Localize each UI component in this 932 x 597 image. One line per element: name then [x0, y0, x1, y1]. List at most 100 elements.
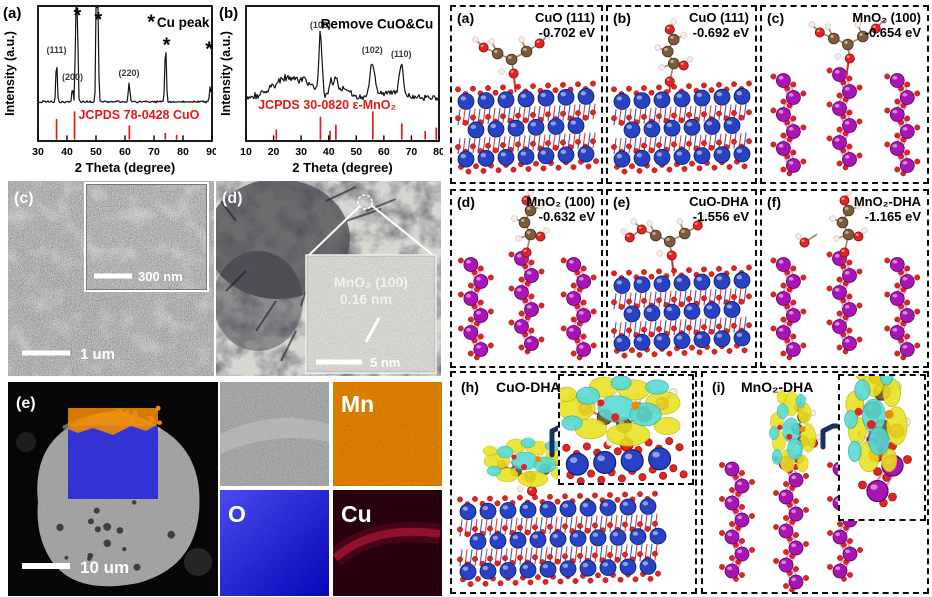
svg-text:30: 30 — [295, 146, 307, 158]
sem-inset-scalebar-label: 300 nm — [138, 269, 183, 284]
svg-text:(111): (111) — [47, 45, 67, 55]
svg-text:(100): (100) — [310, 20, 331, 30]
xrd-plot-mno2: JCPDS 30-0820 ε-MnO₂ (100) (102) (110) Remov… — [219, 5, 443, 175]
svg-text:Intensity (a.u.): Intensity (a.u.) — [219, 31, 233, 116]
adsorption-energy: -0.654 eV — [864, 25, 921, 41]
eds-o-overlay — [68, 426, 158, 499]
dft-structure-a — [455, 32, 599, 175]
svg-text:(110): (110) — [391, 49, 412, 59]
svg-text:40: 40 — [323, 146, 335, 158]
svg-text:10: 10 — [240, 146, 252, 158]
svg-text:60: 60 — [378, 146, 390, 158]
eds-cu-grain — [333, 490, 442, 596]
panel-label-e: (e) — [16, 395, 36, 412]
eds-gray-ridge — [220, 417, 329, 454]
charge-panel-h: (h) CuO-DHA — [450, 371, 697, 594]
panel-label: (f) — [767, 194, 781, 210]
tem-callout-line-2 — [370, 204, 435, 257]
eds-map-cu: Cu — [333, 490, 442, 596]
charge-structure-h — [457, 417, 667, 588]
tem-image-panel: MnO₂ (100) 0.16 nm 5 nm (d) — [216, 181, 441, 376]
svg-text:70: 70 — [406, 146, 418, 158]
svg-text:90: 90 — [206, 146, 216, 158]
eds-cu-label: Cu — [341, 501, 372, 527]
panel-caption: CuO (111) -0.692 eV — [689, 10, 749, 41]
adsorption-energy: -1.556 eV — [692, 209, 749, 225]
svg-text:50: 50 — [350, 146, 362, 158]
svg-text:*: * — [163, 34, 171, 56]
svg-text:50: 50 — [90, 146, 102, 158]
hrtem-spacing-label: 0.16 nm — [340, 291, 392, 307]
svg-text:(200): (200) — [62, 72, 83, 82]
svg-text:JCPDS 78-0428 CuO: JCPDS 78-0428 CuO — [78, 108, 199, 122]
dft-panel-c: (c) MnO₂ (100) -0.654 eV — [760, 5, 929, 184]
svg-text:*: * — [74, 5, 82, 27]
svg-text:Remove CuO&Cu: Remove CuO&Cu — [321, 17, 434, 32]
sem-scalebar-label: 1 um — [80, 346, 115, 363]
panel-caption: CuO-DHA -1.556 eV — [689, 194, 749, 225]
dft-structure-e — [611, 214, 752, 359]
dft-structure-c — [770, 17, 921, 177]
dft-structure-f — [770, 191, 921, 361]
dft-panel-a: (a) CuO (111) -0.702 eV — [450, 5, 603, 184]
eds-o-grain — [220, 490, 329, 596]
sem-image-panel: 300 nm 1 um (c) — [8, 181, 214, 376]
svg-text:30: 30 — [32, 146, 44, 158]
eds-map-electron — [220, 382, 329, 486]
surface-label: MnO₂ (100) — [526, 194, 595, 209]
panel-caption: MnO₂-DHA -1.165 eV — [854, 194, 921, 225]
dft-panel-f: (f) MnO₂-DHA -1.165 eV — [760, 189, 929, 368]
tem-scalebar-label: 5 nm — [370, 355, 400, 370]
eds-mn-speckle — [109, 405, 163, 426]
surface-label: MnO₂ (100) — [852, 10, 921, 25]
eds-map-o: O — [220, 490, 329, 596]
svg-text:60: 60 — [119, 146, 131, 158]
svg-text:20: 20 — [268, 146, 280, 158]
dft-panel-e: (e) CuO-DHA -1.556 eV — [606, 189, 757, 368]
eds-map-mn: Mn — [333, 382, 442, 486]
panel-label: (i) — [712, 379, 726, 395]
svg-text:JCPDS 30-0820 ε-MnO₂: JCPDS 30-0820 ε-MnO₂ — [258, 98, 396, 112]
panel-caption: MnO₂ (100) -0.654 eV — [852, 10, 921, 41]
eds-overlay-panel: 10 um (e) — [8, 382, 218, 596]
panel-caption: CuO (111) -0.702 eV — [535, 10, 595, 41]
hrtem-plane-label: MnO₂ (100) — [334, 274, 408, 290]
charge-inset-h — [558, 374, 694, 485]
svg-text:80: 80 — [177, 146, 189, 158]
system-label: MnO₂-DHA — [741, 379, 814, 395]
eds-debris-2 — [16, 432, 36, 452]
panel-label: (h) — [461, 379, 479, 395]
svg-text:80: 80 — [433, 146, 443, 158]
eds-mn-label: Mn — [341, 391, 374, 417]
tem-callout-circle — [357, 194, 373, 210]
tem-nanowire-spikes — [220, 186, 397, 362]
charge-inset-art-h — [560, 376, 688, 483]
eds-scalebar-label: 10 um — [80, 558, 129, 577]
sem-inset-patches — [87, 185, 206, 289]
panel-label: (d) — [457, 194, 475, 210]
svg-text:Cu peak: Cu peak — [157, 15, 210, 30]
adsorption-energy: -0.702 eV — [538, 25, 595, 41]
surface-label: CuO (111) — [689, 10, 749, 25]
svg-text:2 Theta (degree): 2 Theta (degree) — [292, 160, 392, 175]
panel-label-c: (c) — [14, 190, 34, 207]
svg-text:(b): (b) — [219, 5, 238, 22]
dft-panel-b: (b) CuO (111) -0.692 eV — [606, 5, 757, 184]
dft-panel-d: (d) MnO₂ (100) -0.632 eV — [450, 189, 603, 368]
svg-text:Intensity (a.u.): Intensity (a.u.) — [3, 31, 17, 116]
eds-o-label: O — [228, 501, 246, 527]
eds-mn-grain — [333, 382, 442, 486]
charge-inset-i — [838, 374, 926, 521]
svg-text:*: * — [94, 9, 102, 31]
dft-structure-b — [611, 18, 752, 175]
adsorption-energy: -0.692 eV — [692, 25, 749, 41]
svg-text:*: * — [205, 39, 213, 61]
hrtem-fringe-marker — [364, 317, 381, 343]
svg-text:2 Theta (degree): 2 Theta (degree) — [75, 160, 175, 175]
charge-inset-art-i — [844, 376, 912, 508]
panel-caption: MnO₂ (100) -0.632 eV — [526, 194, 595, 225]
panel-label: (c) — [767, 10, 785, 26]
svg-text:40: 40 — [61, 146, 73, 158]
svg-text:70: 70 — [148, 146, 160, 158]
